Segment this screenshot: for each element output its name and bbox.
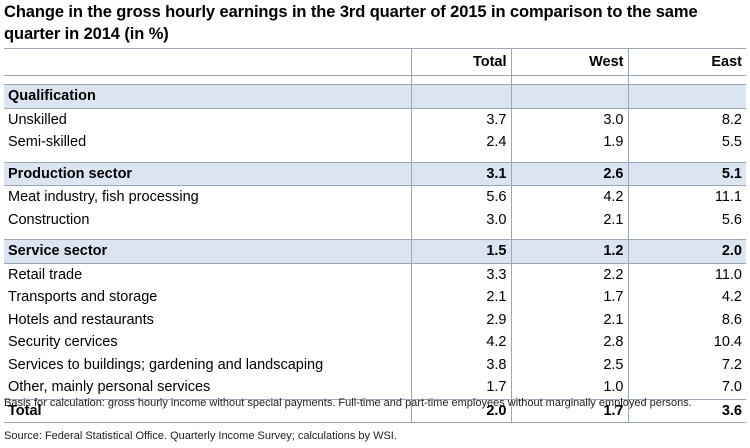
row-value-west: 1.7 xyxy=(510,286,628,309)
row-value-total: 3.0 xyxy=(410,208,511,231)
section-row-production: Production sector 3.1 2.6 5.1 xyxy=(4,161,746,186)
row-value-west: 2.2 xyxy=(510,263,628,286)
row-value-east: 11.1 xyxy=(627,185,746,209)
row-value-total: 4.2 xyxy=(410,331,511,354)
section-row-qualification: Qualification xyxy=(4,84,746,109)
row-label: Meat industry, fish processing xyxy=(8,189,199,206)
row-value-west: 1.9 xyxy=(510,131,628,154)
section-label: Service sector xyxy=(4,239,411,264)
section-value-total xyxy=(410,84,511,109)
section-value-west: 1.2 xyxy=(510,239,628,264)
spacer-row xyxy=(4,75,746,85)
row-value-west: 2.1 xyxy=(510,308,628,331)
row-value-total: 3.3 xyxy=(410,263,511,286)
section-value-east xyxy=(627,84,746,109)
table-row: Hotels and restaurants 2.9 2.1 8.6 xyxy=(4,308,746,331)
spacer-row xyxy=(4,153,746,162)
total-value-west: 1.7 xyxy=(510,398,628,423)
table-row: Meat industry, fish processing 5.6 4.2 1… xyxy=(4,185,746,209)
table-row: Services to buildings; gardening and lan… xyxy=(4,353,746,376)
row-value-east: 11.0 xyxy=(627,263,746,286)
row-value-east: 8.6 xyxy=(627,308,746,331)
earnings-table: Total West East Qualification Unskilled … xyxy=(4,48,746,423)
row-value-total: 1.7 xyxy=(410,376,511,399)
table-row: Unskilled 3.7 3.0 8.2 xyxy=(4,108,746,131)
table-row: Transports and storage 2.1 1.7 4.2 xyxy=(4,286,746,309)
row-value-east: 8.2 xyxy=(627,108,746,131)
row-label: Retail trade xyxy=(8,266,83,283)
row-label: Other, mainly personal services xyxy=(8,379,211,396)
section-value-total: 1.5 xyxy=(410,239,511,264)
row-value-total: 5.6 xyxy=(410,185,511,209)
row-value-west: 3.0 xyxy=(510,108,628,131)
row-label: Construction xyxy=(8,211,90,228)
section-value-total: 3.1 xyxy=(410,161,511,186)
column-header-total: Total xyxy=(410,48,511,76)
row-label: Semi-skilled xyxy=(8,134,87,151)
row-value-total: 2.4 xyxy=(410,131,511,154)
row-value-west: 2.8 xyxy=(510,331,628,354)
row-value-west: 2.1 xyxy=(510,208,628,231)
section-value-east: 5.1 xyxy=(627,161,746,186)
total-label: Total xyxy=(4,398,411,423)
row-value-east: 7.0 xyxy=(627,376,746,399)
header-label-cell xyxy=(4,48,411,76)
row-value-west: 2.5 xyxy=(510,353,628,376)
total-value-total: 2.0 xyxy=(410,398,511,423)
header-row: Total West East xyxy=(4,48,746,76)
row-value-total: 3.8 xyxy=(410,353,511,376)
row-value-total: 2.1 xyxy=(410,286,511,309)
spacer-row xyxy=(4,231,746,240)
table-row: Other, mainly personal services 1.7 1.0 … xyxy=(4,376,746,399)
row-label: Transports and storage xyxy=(8,289,158,306)
total-row: Total 2.0 1.7 3.6 xyxy=(4,398,746,423)
source-note: Source: Federal Statistical Office. Quar… xyxy=(4,430,397,442)
row-label: Unskilled xyxy=(8,111,67,128)
section-value-east: 2.0 xyxy=(627,239,746,264)
section-label: Production sector xyxy=(4,161,411,186)
section-value-west xyxy=(510,84,628,109)
table-row: Semi-skilled 2.4 1.9 5.5 xyxy=(4,131,746,154)
row-value-west: 1.0 xyxy=(510,376,628,399)
table-row: Construction 3.0 2.1 5.6 xyxy=(4,208,746,231)
section-value-west: 2.6 xyxy=(510,161,628,186)
row-value-east: 10.4 xyxy=(627,331,746,354)
row-label: Security cervices xyxy=(8,334,118,351)
section-row-service: Service sector 1.5 1.2 2.0 xyxy=(4,239,746,264)
row-value-east: 5.6 xyxy=(627,208,746,231)
table-title: Change in the gross hourly earnings in t… xyxy=(4,3,698,43)
row-value-east: 5.5 xyxy=(627,131,746,154)
calculation-note: Basis for calculation: gross hourly inco… xyxy=(4,397,692,409)
table-row: Security cervices 4.2 2.8 10.4 xyxy=(4,331,746,354)
row-label: Hotels and restaurants xyxy=(8,311,154,328)
total-value-east: 3.6 xyxy=(627,398,746,423)
row-value-total: 2.9 xyxy=(410,308,511,331)
row-value-east: 7.2 xyxy=(627,353,746,376)
row-value-total: 3.7 xyxy=(410,108,511,131)
section-label: Qualification xyxy=(4,84,411,109)
table-row: Retail trade 3.3 2.2 11.0 xyxy=(4,263,746,286)
row-label: Services to buildings; gardening and lan… xyxy=(8,356,324,373)
column-header-east: East xyxy=(627,48,746,76)
row-value-east: 4.2 xyxy=(627,286,746,309)
row-value-west: 4.2 xyxy=(510,185,628,209)
column-header-west: West xyxy=(510,48,628,76)
